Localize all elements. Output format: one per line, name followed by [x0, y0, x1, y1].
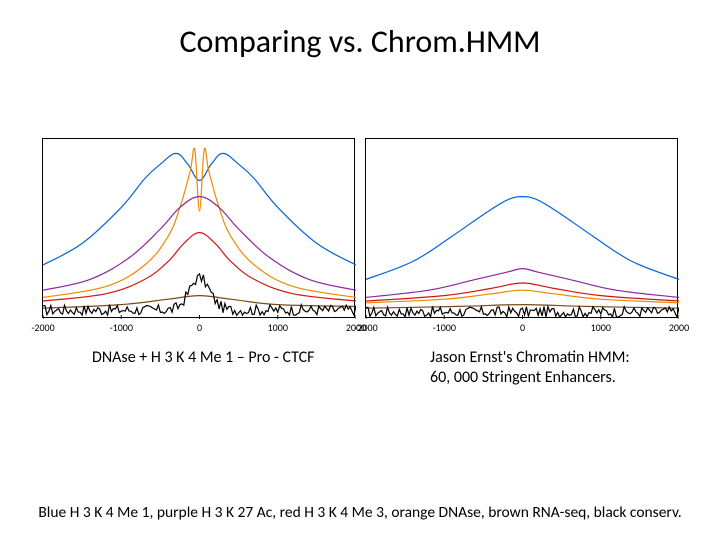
- x-tick-label: 0: [520, 321, 525, 334]
- series-black: [43, 274, 356, 315]
- page-title: Comparing vs. Chrom.HMM: [0, 22, 720, 61]
- left-chart-panel: -2000-1000010002000: [42, 138, 355, 318]
- series-brown: [43, 296, 356, 309]
- chart-svg: [43, 139, 356, 319]
- x-tick-label: -1000: [110, 321, 133, 334]
- x-tick-label: -1000: [433, 321, 456, 334]
- x-tick-label: -2000: [31, 321, 54, 334]
- chart-svg: [366, 139, 679, 319]
- right-chart-panel: -2000-1000010002000: [365, 138, 678, 318]
- series-blue: [43, 153, 356, 265]
- legend-footer: Blue H 3 K 4 Me 1, purple H 3 K 27 Ac, r…: [0, 503, 720, 522]
- right-chart-caption: Jason Ernst's Chromatin HMM: 60, 000 Str…: [430, 348, 640, 388]
- charts-row: -2000-1000010002000 -2000-1000010002000: [42, 138, 678, 318]
- left-chart-caption: DNAse + H 3 K 4 Me 1 – Pro - CTCF: [92, 348, 315, 367]
- series-blue: [366, 197, 679, 280]
- x-tick-label: 0: [197, 321, 202, 334]
- x-tick-label: 1000: [268, 321, 288, 334]
- x-tick-label: 2000: [669, 321, 689, 334]
- x-tick-label: 1000: [591, 321, 611, 334]
- x-tick-label: -2000: [354, 321, 377, 334]
